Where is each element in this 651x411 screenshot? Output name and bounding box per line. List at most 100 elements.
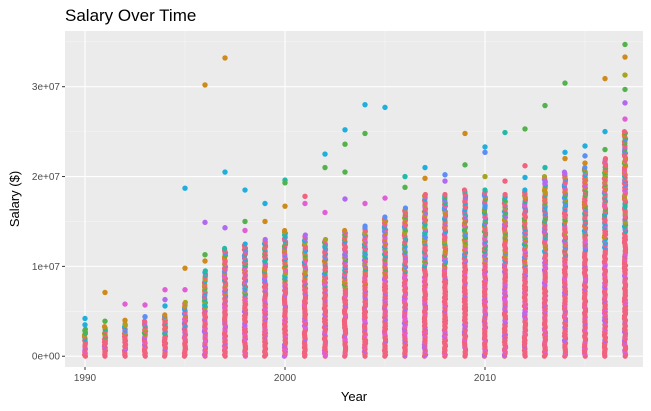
- data-point-outlier: [602, 146, 608, 153]
- data-point: [242, 241, 248, 247]
- data-point: [182, 299, 188, 305]
- data-point-outlier: [122, 317, 128, 323]
- watermark: CSDN @冻感糕人~: [523, 387, 637, 402]
- data-point-outlier: [622, 116, 628, 122]
- data-point: [402, 205, 409, 211]
- data-point-outlier: [122, 301, 128, 307]
- data-point-outlier: [282, 203, 288, 209]
- data-point-outlier: [362, 130, 368, 137]
- x-axis-ticks: 1990 2000 2010: [74, 367, 497, 384]
- data-point: [382, 214, 388, 220]
- data-point-outlier: [562, 80, 568, 86]
- data-point-outlier: [322, 164, 328, 171]
- data-point-outlier: [162, 296, 168, 303]
- data-point-outlier: [482, 149, 488, 155]
- data-point: [482, 187, 488, 193]
- data-point-outlier: [582, 153, 588, 159]
- data-point-outlier: [302, 200, 308, 207]
- data-point-outlier: [102, 318, 108, 324]
- data-point: [582, 164, 588, 171]
- data-point-outlier: [82, 315, 88, 322]
- data-point-outlier: [242, 227, 248, 234]
- data-point: [282, 227, 288, 234]
- data-point: [202, 268, 208, 274]
- data-point: [82, 326, 88, 332]
- data-point: [502, 191, 508, 198]
- data-point: [541, 173, 548, 180]
- data-point-outlier: [582, 160, 588, 166]
- data-point-outlier: [502, 178, 508, 184]
- data-point-outlier: [382, 195, 388, 201]
- data-point-outlier: [522, 174, 528, 181]
- data-point: [302, 232, 308, 238]
- data-point-outlier: [302, 193, 308, 200]
- data-point-outlier: [542, 178, 548, 184]
- data-point-outlier: [102, 289, 108, 296]
- data-point-outlier: [582, 143, 588, 149]
- data-point-outlier: [162, 287, 168, 293]
- data-point-outlier: [482, 173, 488, 180]
- data-point-outlier: [562, 149, 568, 155]
- data-point: [262, 236, 268, 243]
- data-point: [141, 318, 148, 324]
- data-point-outlier: [222, 225, 228, 231]
- data-point-outlier: [222, 169, 228, 175]
- data-point-outlier: [542, 102, 548, 109]
- y-tick-label: 0e+00: [32, 352, 61, 363]
- data-point-outlier: [562, 155, 568, 162]
- data-point-outlier: [522, 163, 528, 169]
- data-point-outlier: [442, 172, 448, 178]
- data-point-outlier: [242, 187, 248, 193]
- y-tick-label: 3e+07: [32, 82, 61, 93]
- data-point-outlier: [402, 184, 408, 191]
- data-point-outlier: [262, 218, 268, 225]
- data-point: [561, 169, 568, 175]
- data-point-outlier: [182, 265, 188, 271]
- data-point: [342, 227, 348, 234]
- data-point-outlier: [422, 164, 428, 171]
- data-point: [221, 245, 228, 252]
- x-tick-label: 2000: [274, 373, 297, 384]
- y-tick-label: 1e+07: [32, 262, 61, 273]
- data-point-outlier: [222, 55, 228, 61]
- plot-panel: [65, 31, 643, 367]
- data-point-outlier: [462, 130, 468, 137]
- data-point-outlier: [282, 180, 288, 186]
- data-point-outlier: [622, 86, 628, 93]
- data-point-outlier: [622, 100, 628, 106]
- data-point-outlier: [82, 322, 88, 328]
- data-points: [81, 41, 629, 359]
- data-point-outlier: [342, 169, 348, 175]
- data-point-outlier: [322, 209, 328, 216]
- data-point-outlier: [142, 302, 148, 308]
- data-point: [162, 312, 168, 318]
- data-point-outlier: [182, 185, 188, 191]
- data-point-outlier: [182, 287, 188, 293]
- data-point-outlier: [342, 141, 348, 147]
- y-axis-ticks: 0e+00 1e+07 2e+07 3e+07: [32, 82, 65, 363]
- data-point: [442, 191, 448, 198]
- data-point-outlier: [202, 258, 208, 264]
- data-point-outlier: [162, 303, 168, 309]
- data-point: [461, 187, 468, 193]
- x-tick-label: 2010: [474, 373, 497, 384]
- x-tick-label: 1990: [74, 373, 97, 384]
- data-point-outlier: [382, 104, 388, 111]
- data-point-outlier: [362, 101, 368, 108]
- data-point: [322, 236, 329, 243]
- data-point-outlier: [482, 144, 488, 150]
- data-point-outlier: [622, 54, 628, 60]
- data-point: [522, 187, 528, 193]
- y-axis-label: Salary ($): [7, 171, 22, 227]
- y-tick-label: 2e+07: [32, 172, 61, 183]
- data-point-outlier: [542, 164, 548, 171]
- data-point: [602, 155, 609, 162]
- data-point: [422, 191, 428, 198]
- data-point-outlier: [342, 196, 348, 202]
- data-point-outlier: [622, 72, 628, 78]
- data-point-outlier: [142, 313, 148, 320]
- data-point: [621, 129, 628, 135]
- data-point-outlier: [342, 127, 348, 133]
- data-point-outlier: [402, 173, 408, 180]
- data-point-outlier: [242, 218, 248, 225]
